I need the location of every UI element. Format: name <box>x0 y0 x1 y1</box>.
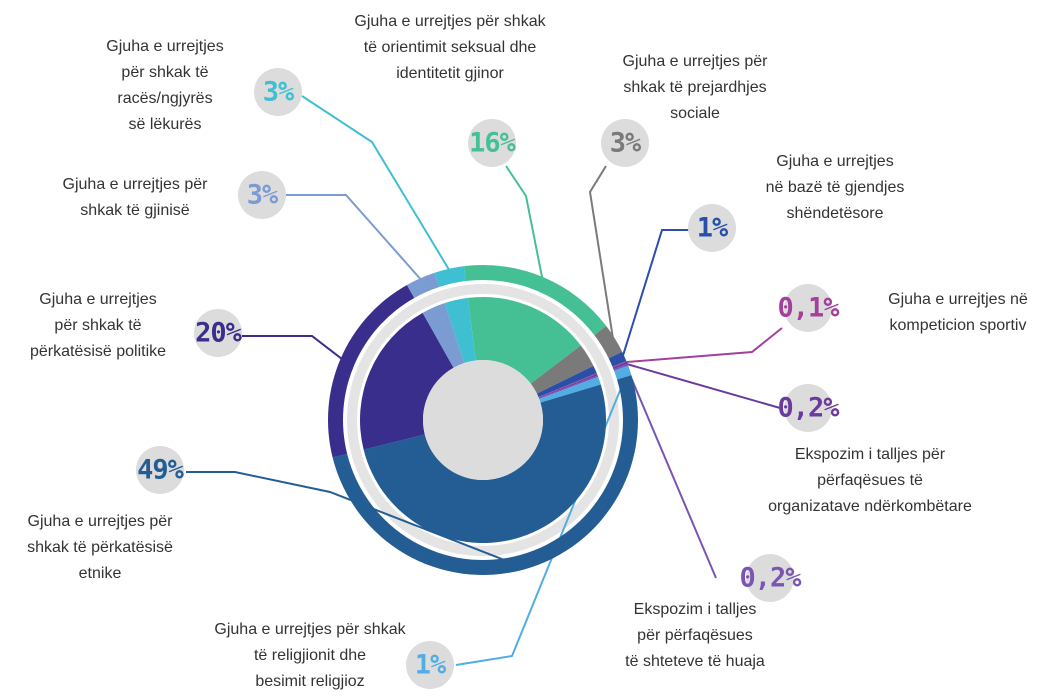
category-label: të shteteve të huaja <box>625 653 765 670</box>
value-label: 1% <box>415 650 447 681</box>
category-label: për shkak të <box>121 64 208 81</box>
category-label: Gjuha e urrejtjes për <box>28 513 174 530</box>
category-label: Gjuha e urrejtjes për shkak <box>354 13 546 30</box>
badge <box>746 554 794 602</box>
category-label: besimit religjioz <box>255 673 364 690</box>
category-label: Ekspozim i talljes për <box>795 446 946 463</box>
category-label: për shkak të <box>54 317 141 334</box>
badge <box>468 119 516 167</box>
outer-segment <box>613 363 629 371</box>
leader-line <box>242 335 344 361</box>
leader-line <box>286 194 423 281</box>
outer-segment <box>328 284 415 458</box>
inner-segment <box>538 373 598 398</box>
category-label: shkak të gjinisë <box>80 202 189 219</box>
category-label: në bazë të gjendjes <box>766 179 905 196</box>
value-label: 3% <box>247 180 279 211</box>
category-label: përkatësisë politike <box>30 343 166 360</box>
badge <box>194 309 242 357</box>
outer-segment <box>594 326 623 359</box>
badge <box>688 204 736 252</box>
category-label: identitetit gjinor <box>396 65 504 82</box>
category-label: Gjuha e urrejtjes <box>106 38 223 55</box>
inner-segment <box>538 373 598 399</box>
outer-segment <box>614 365 632 380</box>
inner-segment <box>363 384 606 543</box>
category-label: për përfaqësues <box>637 627 753 644</box>
leader-line <box>624 327 783 364</box>
outer-segment <box>406 272 440 299</box>
badge <box>254 68 302 116</box>
category-label: Gjuha e urrejtjes për <box>623 53 769 70</box>
value-label: 0,2% <box>777 393 840 424</box>
category-label: së lëkurës <box>129 116 202 133</box>
leader-line <box>505 165 544 280</box>
outer-segment <box>612 361 628 370</box>
category-label: Gjuha e urrejtjes për shkak <box>214 621 406 638</box>
inner-segment <box>530 345 594 394</box>
inner-segment <box>536 365 597 398</box>
category-label: organizatave ndërkombëtare <box>768 498 972 515</box>
category-label: Gjuha e urrejtjes në <box>888 291 1028 308</box>
inner-segment <box>468 296 581 384</box>
leader-line <box>621 229 690 358</box>
outer-segment <box>608 351 627 367</box>
inner-segment <box>422 303 465 368</box>
badge <box>784 284 832 332</box>
value-label: 3% <box>263 77 295 108</box>
leader-line <box>588 165 615 340</box>
inner-segment <box>538 375 599 399</box>
category-label: etnike <box>79 565 122 582</box>
leader-line <box>624 362 781 409</box>
value-label: 3% <box>610 128 642 159</box>
inner-segment <box>360 312 454 450</box>
category-label: Gjuha e urrejtjes <box>39 291 156 308</box>
inner-segment <box>444 297 476 363</box>
outer-segment <box>612 360 627 368</box>
value-label: 16% <box>469 128 517 159</box>
category-label: Gjuha e urrejtjes <box>776 153 893 170</box>
category-label: shkak të prejardhjes <box>623 79 766 96</box>
category-label: Gjuha e urrejtjes për <box>63 176 209 193</box>
value-label: 49% <box>137 455 185 486</box>
outer-segment <box>434 266 466 287</box>
badge <box>136 446 184 494</box>
value-label: 1% <box>697 213 729 244</box>
category-label: shëndetësore <box>787 205 884 222</box>
category-label: Ekspozim i talljes <box>634 601 757 618</box>
category-label: racës/ngjyrës <box>117 90 212 107</box>
badge <box>784 384 832 432</box>
category-label: të orientimit seksual dhe <box>364 39 537 56</box>
category-label: sociale <box>670 105 720 122</box>
value-label: 0,2% <box>739 563 802 594</box>
badge <box>601 119 649 167</box>
category-label: kompeticion sportiv <box>890 317 1027 334</box>
value-label: 0,1% <box>777 293 840 324</box>
category-label: shkak të përkatësisë <box>27 539 173 556</box>
leader-line <box>186 471 524 569</box>
center <box>423 360 543 480</box>
leader-line <box>625 365 717 579</box>
leader-line <box>301 95 451 272</box>
inner-segment <box>539 376 601 403</box>
outer-segment <box>464 264 607 336</box>
badge <box>238 171 286 219</box>
category-label: përfaqësues të <box>817 472 923 489</box>
category-label: të religjionit dhe <box>254 647 366 664</box>
badge <box>406 641 454 689</box>
value-label: 20% <box>195 318 243 349</box>
